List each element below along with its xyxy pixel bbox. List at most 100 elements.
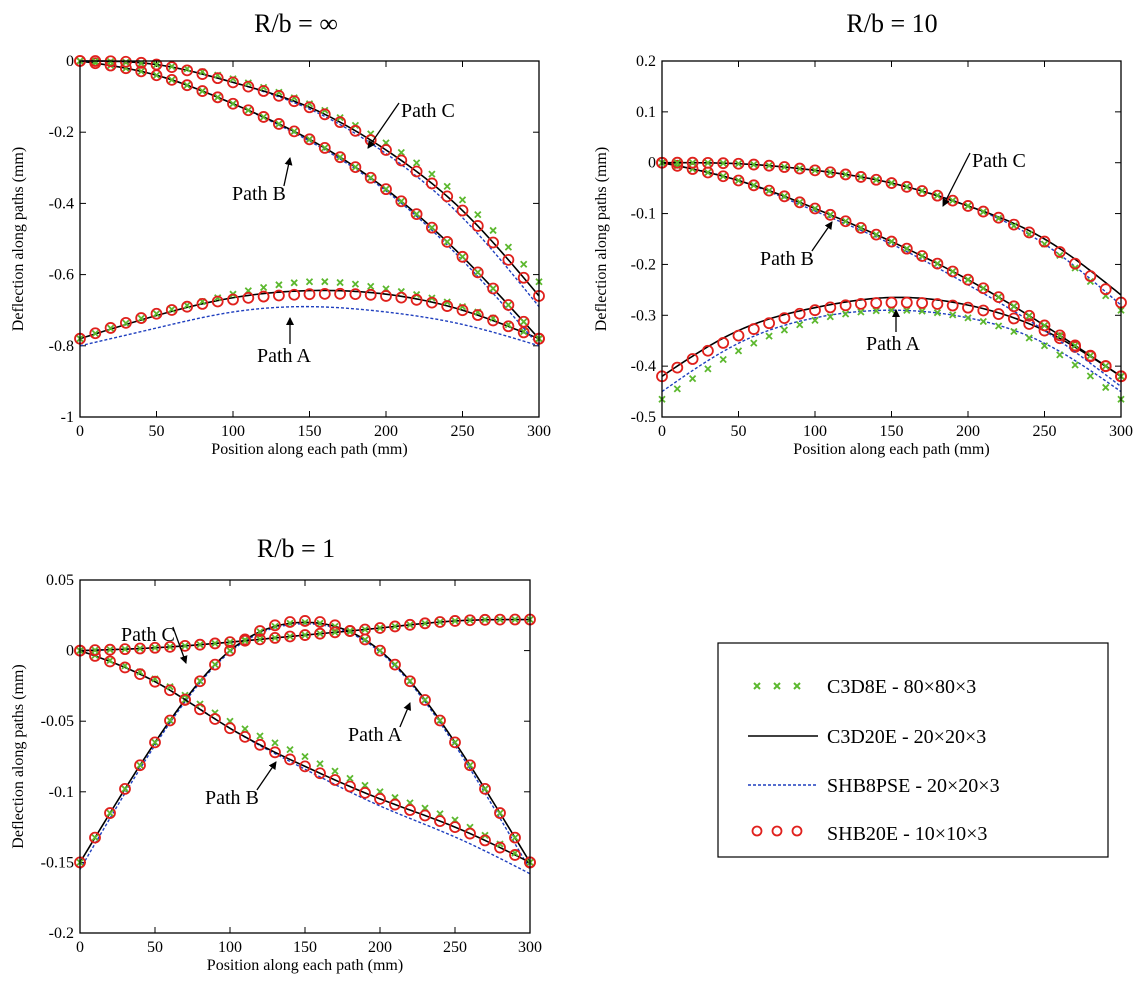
- point-shb20e-path-b: [349, 161, 362, 174]
- x-tick-label: 50: [147, 939, 163, 956]
- curve-shb8pse-path-a: [79, 305, 540, 347]
- point-c3d8e-path-a: [286, 619, 294, 627]
- point-shb20e-path-a: [89, 327, 102, 340]
- annotation-path-b: Path B: [232, 157, 293, 205]
- point-c3d8e-path-c: [511, 615, 519, 624]
- series-path-c: [74, 55, 545, 308]
- point-shb20e-path-b: [194, 703, 206, 716]
- point-c3d8e-path-c: [903, 183, 911, 191]
- point-shb20e-path-b: [916, 250, 928, 262]
- point-shb20e-path-a: [962, 301, 974, 314]
- point-shb20e-path-b: [257, 111, 270, 123]
- point-c3d8e-path-a: [704, 365, 712, 373]
- point-c3d8e-path-b: [857, 224, 865, 232]
- point-shb20e-path-a: [288, 288, 301, 301]
- point-c3d8e-path-a: [458, 303, 467, 311]
- point-c3d8e-path-c: [811, 166, 819, 174]
- point-c3d8e-path-a: [421, 696, 429, 704]
- y-tick-label: -0.2: [631, 256, 656, 273]
- point-shb20e-path-b: [732, 174, 745, 187]
- point-c3d8e-path-b: [382, 185, 390, 193]
- point-shb20e-path-b: [181, 79, 194, 92]
- point-c3d8e-path-c: [520, 260, 528, 268]
- point-shb20e-path-c: [334, 116, 347, 129]
- point-shb20e-path-a: [334, 287, 347, 300]
- point-shb20e-path-c: [272, 89, 285, 102]
- point-shb20e-path-c: [359, 623, 371, 636]
- point-shb20e-path-a: [977, 304, 990, 317]
- point-shb20e-path-c: [314, 627, 326, 640]
- y-tick-label: -0.4: [49, 195, 74, 212]
- point-c3d8e-path-c: [673, 159, 681, 167]
- point-c3d8e-path-a: [436, 716, 444, 725]
- curve-shb8pse-path-a: [79, 623, 531, 870]
- y-tick-label: 0.1: [636, 104, 656, 121]
- point-c3d8e-path-c: [211, 639, 219, 648]
- point-c3d8e-path-c: [1010, 222, 1018, 230]
- point-shb20e-path-a: [425, 296, 438, 309]
- point-c3d8e-path-c: [857, 173, 865, 181]
- point-c3d8e-path-b: [1056, 331, 1064, 340]
- point-c3d8e-path-a: [949, 311, 957, 319]
- point-shb20e-path-c: [227, 76, 239, 89]
- point-c3d8e-path-a: [933, 309, 942, 317]
- point-c3d8e-path-a: [305, 278, 314, 286]
- point-c3d8e-path-b: [241, 725, 249, 733]
- point-shb20e-path-c: [329, 626, 341, 639]
- y-tick-label: -0.2: [49, 124, 74, 141]
- point-c3d8e-path-b: [765, 186, 773, 195]
- point-shb20e-path-b: [314, 767, 326, 780]
- point-shb20e-path-b: [165, 73, 178, 86]
- point-shb20e-path-c: [763, 159, 775, 172]
- point-c3d8e-path-b: [367, 174, 375, 182]
- point-c3d8e-path-a: [1010, 327, 1018, 336]
- point-c3d8e-path-a: [152, 310, 161, 318]
- point-c3d8e-path-c: [780, 163, 789, 171]
- point-shb20e-path-b: [272, 118, 285, 130]
- point-shb20e-path-c: [224, 636, 236, 649]
- point-shb20e-path-b: [149, 675, 161, 688]
- point-shb20e-path-a: [763, 317, 775, 330]
- point-shb20e-path-b: [395, 195, 408, 208]
- point-shb20e-path-a: [671, 361, 684, 374]
- point-shb20e-path-c: [1038, 235, 1051, 248]
- annotation-path-b: Path B: [205, 761, 277, 809]
- point-shb20e-path-a: [104, 807, 116, 819]
- point-shb20e-path-a: [419, 694, 431, 706]
- annotation-arrow: [172, 626, 188, 664]
- point-c3d8e-path-b: [316, 760, 324, 768]
- point-shb20e-path-a: [120, 316, 132, 329]
- point-shb20e-path-a: [380, 290, 392, 302]
- point-shb20e-path-a: [374, 644, 386, 657]
- point-c3d8e-path-c: [918, 187, 926, 195]
- point-shb20e-path-c: [778, 161, 791, 173]
- y-tick-label: 0.2: [636, 53, 656, 70]
- curve-c3d20e-path-c: [80, 60, 540, 297]
- point-c3d8e-path-c: [406, 621, 414, 629]
- point-c3d8e-path-b: [994, 293, 1003, 301]
- point-shb20e-path-c: [425, 177, 438, 190]
- x-axis-label: Position along each path (mm): [211, 441, 407, 458]
- point-c3d8e-path-a: [780, 326, 789, 334]
- point-c3d8e-path-c: [305, 100, 314, 108]
- point-c3d8e-path-b: [168, 76, 176, 84]
- point-shb20e-path-b: [456, 250, 469, 263]
- point-c3d8e-path-b: [428, 224, 436, 232]
- x-tick-label: 0: [658, 423, 666, 440]
- point-c3d8e-path-b: [496, 840, 504, 848]
- series-path-b: [656, 156, 1127, 388]
- x-tick-label: 100: [221, 423, 245, 440]
- point-c3d8e-path-c: [436, 618, 444, 626]
- point-shb20e-path-c: [747, 158, 760, 171]
- point-shb20e-path-a: [809, 304, 821, 317]
- point-shb20e-path-b: [686, 163, 699, 175]
- point-c3d8e-path-a: [168, 305, 176, 314]
- x-tick-label: 200: [374, 423, 398, 440]
- point-shb20e-path-a: [702, 344, 714, 357]
- point-shb20e-path-b: [824, 208, 837, 221]
- point-shb20e-path-c: [441, 190, 454, 203]
- point-shb20e-path-c: [855, 171, 867, 183]
- point-c3d8e-path-b: [229, 100, 237, 108]
- point-c3d8e-path-a: [336, 278, 344, 287]
